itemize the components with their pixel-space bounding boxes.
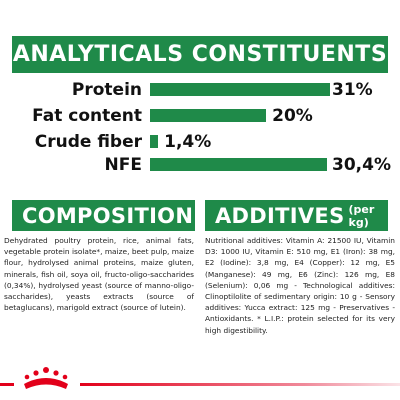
constituent-label: NFE: [104, 155, 142, 175]
constituent-label: Fat content: [32, 106, 142, 126]
composition-text: Dehydrated poultry protein, rice, animal…: [4, 236, 194, 313]
constituent-row: Crude fiber 1,4%: [0, 130, 400, 154]
additives-text: Nutritional additives: Vitamin A: 21500 …: [205, 236, 395, 335]
constituent-bar: [150, 109, 267, 122]
royal-canin-crown-icon: [24, 367, 68, 389]
constituent-row: Protein 31%: [0, 78, 400, 102]
footer-line-left: [0, 383, 14, 386]
composition-title: COMPOSITION: [22, 203, 194, 228]
constituent-bar: [150, 83, 330, 96]
section-title: ANALYTICALS CONSTITUENTS: [12, 42, 388, 67]
constituent-value: 31%: [332, 80, 373, 100]
constituent-value: 30,4%: [332, 155, 391, 175]
footer-line-right: [80, 383, 400, 386]
constituent-value: 1,4%: [164, 132, 212, 152]
additives-header: ADDITIVES (per kg): [205, 200, 388, 231]
composition-header: COMPOSITION: [12, 200, 195, 231]
constituent-value: 20%: [272, 106, 313, 126]
additives-unit: (per kg): [348, 202, 375, 229]
analytical-constituents-banner: ANALYTICALS CONSTITUENTS: [12, 36, 388, 73]
constituent-bar: [150, 135, 159, 148]
constituent-row: Fat content 20%: [0, 104, 400, 128]
constituent-label: Protein: [71, 80, 142, 100]
constituent-bar: [150, 158, 327, 171]
constituent-row: NFE 30,4%: [0, 153, 400, 177]
constituent-label: Crude fiber: [34, 132, 142, 152]
additives-title: ADDITIVES: [215, 203, 345, 228]
